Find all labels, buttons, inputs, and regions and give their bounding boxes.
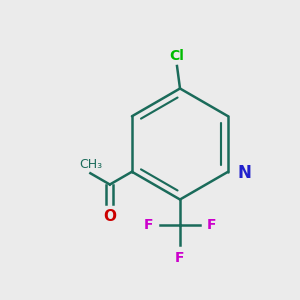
Text: O: O [103,209,116,224]
Text: F: F [143,218,153,232]
Text: F: F [175,250,185,265]
Text: N: N [238,164,251,182]
Text: F: F [207,218,217,232]
Text: CH₃: CH₃ [79,158,102,171]
Text: Cl: Cl [169,49,184,63]
